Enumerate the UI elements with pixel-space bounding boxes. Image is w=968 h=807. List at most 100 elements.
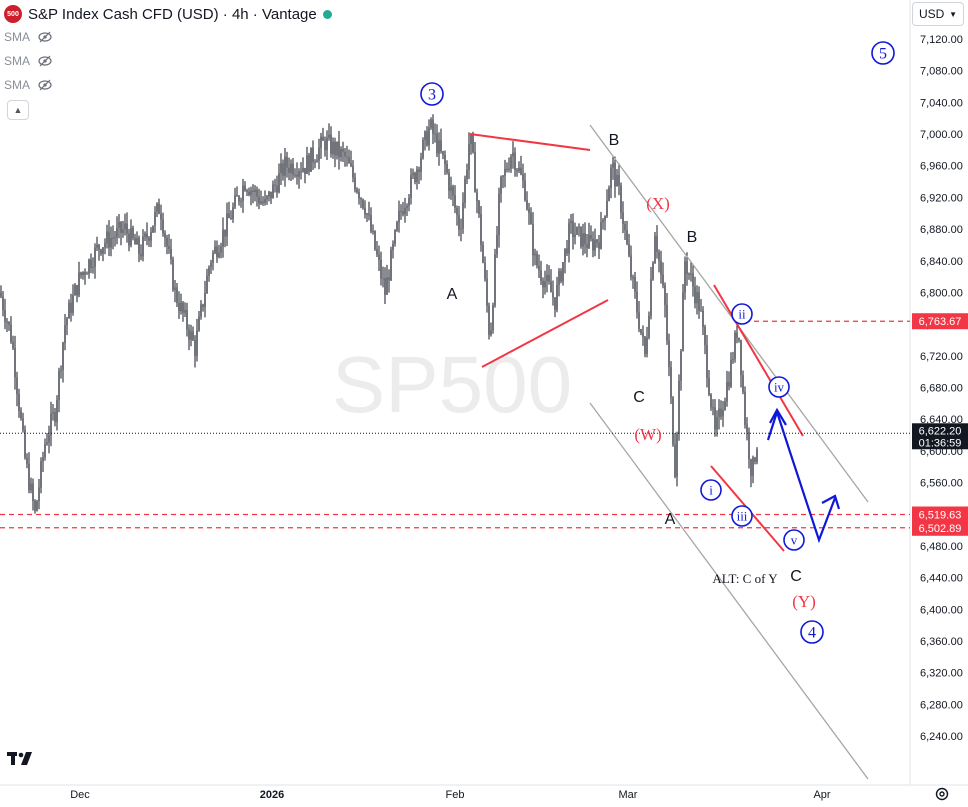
candle-body	[218, 252, 220, 258]
candle-body	[440, 140, 442, 152]
candle-body	[84, 272, 86, 275]
candle-body	[608, 188, 610, 202]
level-tag	[912, 519, 968, 536]
candle-body	[632, 277, 634, 279]
candle-body	[678, 380, 680, 435]
candle-body	[566, 248, 568, 254]
collapse-legend-button[interactable]: ▲	[7, 100, 29, 120]
candle-body	[376, 249, 378, 255]
candle-body	[452, 186, 454, 196]
candle-body	[506, 169, 508, 171]
level-label: 6,763.67	[919, 316, 962, 328]
candle-body	[490, 330, 492, 335]
y-tick-label: 6,640.00	[920, 414, 963, 426]
eye-crossed-icon[interactable]	[38, 79, 52, 91]
candle-body	[22, 418, 24, 430]
wave-label: 4	[808, 625, 816, 642]
candle-body	[172, 259, 174, 291]
candle-body	[210, 262, 212, 268]
candle-body	[282, 163, 284, 176]
candle-body	[116, 227, 118, 238]
candle-body	[292, 163, 294, 175]
candle-body	[728, 381, 730, 387]
candle-body	[756, 449, 758, 462]
candle-body	[70, 302, 72, 313]
candle-body	[280, 163, 282, 174]
candle-body	[512, 152, 514, 157]
candle-body	[558, 271, 560, 285]
candle-body	[408, 197, 410, 206]
candle-body	[212, 252, 214, 263]
candle-body	[204, 293, 206, 308]
gear-icon[interactable]	[934, 786, 950, 802]
candle-body	[214, 246, 216, 253]
candle-body	[562, 262, 564, 282]
candle-body	[98, 244, 100, 250]
candle-body	[26, 457, 28, 464]
candle-body	[264, 199, 266, 204]
candle-body	[354, 177, 356, 190]
candle-body	[684, 261, 686, 293]
time-axis[interactable]: Dec 2026 Feb Mar Apr	[70, 789, 831, 801]
candle-body	[508, 168, 510, 170]
candle-body	[662, 274, 664, 286]
symbol-title[interactable]: S&P Index Cash CFD (USD) · 4h · Vantage	[28, 5, 317, 23]
candle-body	[46, 442, 48, 445]
eye-crossed-icon[interactable]	[38, 55, 52, 67]
candle-body	[754, 457, 756, 462]
wave-label-red: (X)	[646, 194, 670, 213]
candle-body	[696, 292, 698, 304]
candle-body	[8, 322, 10, 325]
candle-body	[606, 201, 608, 217]
candle-body	[356, 189, 358, 193]
indicator-row-3[interactable]: SMA	[4, 77, 52, 93]
candle-body	[146, 233, 148, 239]
price-axis[interactable]: 7,120.00 7,080.00 7,040.00 7,000.00 6,960.00…	[920, 34, 963, 743]
candle-body	[598, 242, 600, 249]
candle-body	[296, 174, 298, 177]
candle-body	[174, 287, 176, 291]
triangle-upper-line	[469, 133, 591, 151]
candle-body	[36, 501, 38, 511]
candle-body	[526, 199, 528, 210]
candle-body	[18, 394, 20, 411]
candle-body	[34, 500, 36, 511]
candle-body	[708, 378, 710, 395]
candle-body	[480, 213, 482, 245]
candle-body	[464, 178, 466, 203]
candle-body	[52, 412, 54, 414]
candle-body	[104, 243, 106, 248]
candle-body	[752, 457, 754, 476]
indicator-row-2[interactable]: SMA	[4, 53, 52, 69]
eye-crossed-icon[interactable]	[38, 31, 52, 43]
candle-body	[546, 274, 548, 282]
candle-body	[144, 233, 146, 237]
level-tag	[912, 506, 968, 523]
candle-body	[516, 169, 518, 171]
candle-body	[150, 232, 152, 241]
candle-body	[20, 410, 22, 419]
candle-body	[404, 208, 406, 215]
currency-button[interactable]: USD ▼	[912, 2, 964, 26]
candle-body	[478, 201, 480, 214]
candle-body	[50, 413, 52, 436]
alt-count-note: ALT: C of Y	[712, 571, 778, 586]
candle-body	[594, 239, 596, 251]
candle-body	[384, 278, 386, 295]
tradingview-logo-icon[interactable]	[6, 748, 40, 768]
candle-body	[208, 267, 210, 276]
candle-body	[64, 325, 66, 343]
candle-body	[556, 284, 558, 310]
indicator-row-1[interactable]: SMA	[4, 29, 52, 45]
candle-body	[532, 223, 534, 256]
x-tick-label: Dec	[70, 789, 90, 801]
candle-body	[392, 243, 394, 251]
candle-body	[10, 324, 12, 342]
candle-body	[432, 119, 434, 134]
y-tick-label: 6,480.00	[920, 541, 963, 553]
candle-body	[486, 278, 488, 306]
indicator-label: SMA	[4, 54, 31, 68]
candle-body	[58, 371, 60, 401]
candle-body	[600, 222, 602, 249]
